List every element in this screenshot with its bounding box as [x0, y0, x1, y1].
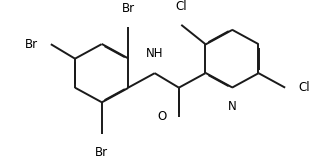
Text: Br: Br: [122, 2, 135, 15]
Text: Br: Br: [25, 38, 38, 51]
Text: Cl: Cl: [175, 0, 187, 13]
Text: Br: Br: [95, 146, 108, 156]
Text: O: O: [158, 110, 167, 123]
Text: NH: NH: [146, 47, 164, 60]
Text: N: N: [227, 100, 237, 113]
Text: Cl: Cl: [298, 81, 310, 94]
